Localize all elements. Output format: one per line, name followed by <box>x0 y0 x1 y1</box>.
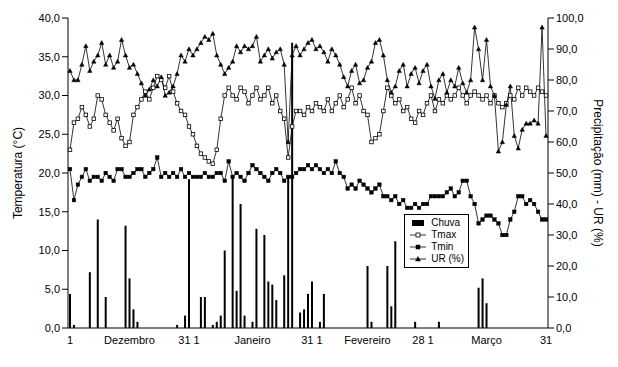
svg-text:50,0: 50,0 <box>556 167 577 179</box>
svg-text:Dezembro: Dezembro <box>104 334 155 346</box>
svg-text:20,0: 20,0 <box>39 167 60 179</box>
svg-text:Janeiro: Janeiro <box>234 334 270 346</box>
svg-text:40,0: 40,0 <box>39 12 60 24</box>
svg-text:31 1: 31 1 <box>178 334 199 346</box>
svg-text:90,0: 90,0 <box>556 43 577 55</box>
svg-text:10,0: 10,0 <box>556 291 577 303</box>
html-text:Tmax: Tmax <box>431 229 457 240</box>
svg-text:100,0: 100,0 <box>556 12 584 24</box>
svg-text:40,0: 40,0 <box>556 198 577 210</box>
svg-text:5,0: 5,0 <box>45 283 60 295</box>
svg-text:Fevereiro: Fevereiro <box>344 334 390 346</box>
svg-text:80,0: 80,0 <box>556 74 577 86</box>
svg-text:Precipitação (mm) - UR (%): Precipitação (mm) - UR (%) <box>591 99 605 246</box>
html-text:UR (%): UR (%) <box>431 253 464 264</box>
svg-text:25,0: 25,0 <box>39 128 60 140</box>
svg-text:30,0: 30,0 <box>39 89 60 101</box>
svg-text:20,0: 20,0 <box>556 260 577 272</box>
svg-text:0,0: 0,0 <box>45 322 60 334</box>
html-text:Chuva: Chuva <box>431 217 461 228</box>
svg-text:70,0: 70,0 <box>556 105 577 117</box>
svg-text:1: 1 <box>67 334 73 346</box>
svg-text:30,0: 30,0 <box>556 229 577 241</box>
svg-text:28 1: 28 1 <box>412 334 433 346</box>
svg-text:15,0: 15,0 <box>39 206 60 218</box>
svg-text:35,0: 35,0 <box>39 51 60 63</box>
svg-text:0,0: 0,0 <box>556 322 571 334</box>
svg-text:Março: Março <box>471 334 502 346</box>
html-text:Tmin: Tmin <box>431 241 454 252</box>
svg-text:10,0: 10,0 <box>39 244 60 256</box>
svg-text:60,0: 60,0 <box>556 136 577 148</box>
svg-text:Temperatura (°C): Temperatura (°C) <box>11 127 25 219</box>
svg-text:31 1: 31 1 <box>301 334 322 346</box>
svg-text:31: 31 <box>540 334 552 346</box>
